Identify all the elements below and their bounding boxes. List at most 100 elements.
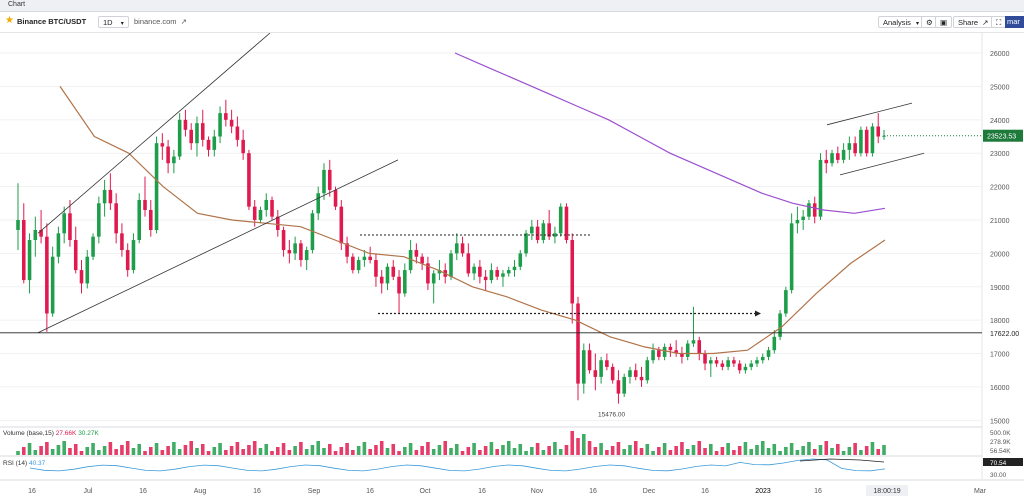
volume-bar xyxy=(864,446,869,455)
fullscreen-icon[interactable]: ⛶ xyxy=(991,16,1007,28)
volume-bar xyxy=(795,450,800,455)
volume-bar xyxy=(339,447,344,455)
volume-bar xyxy=(212,447,217,455)
volume-bar xyxy=(166,446,170,455)
candle-body xyxy=(807,203,811,217)
x-tick-label: Dec xyxy=(643,488,656,495)
volume-value-2: 30.27K xyxy=(78,430,99,437)
volume-bar xyxy=(39,446,43,455)
candle-body xyxy=(784,290,788,314)
volume-bar xyxy=(397,451,401,455)
chart-area[interactable]: 26000 25000 24000 23000 22000 21000 20000 19000… xyxy=(0,32,1024,501)
candle-body xyxy=(830,153,834,164)
candle-body xyxy=(56,233,61,257)
volume-bar xyxy=(697,441,702,455)
candle-body xyxy=(85,256,90,284)
volume-bar xyxy=(247,445,251,455)
candle-body xyxy=(281,230,286,251)
share-button[interactable]: Share ↗ xyxy=(953,16,994,28)
volume-bar xyxy=(241,449,245,455)
volume-bar xyxy=(287,450,292,455)
volume-bar xyxy=(778,451,782,455)
external-link-icon: ↗ xyxy=(982,18,989,27)
candle-body xyxy=(460,243,465,254)
candle-body xyxy=(720,363,725,367)
candle-body xyxy=(812,203,817,217)
candle-body xyxy=(755,360,759,364)
candle-body xyxy=(385,266,390,284)
volume-bar xyxy=(882,445,886,455)
volume-bar xyxy=(732,450,736,455)
candle-body xyxy=(293,243,297,254)
volume-bar xyxy=(56,445,61,455)
candle-body xyxy=(703,353,707,364)
candlestick-chart[interactable]: 26000 25000 24000 23000 22000 21000 20000 19000… xyxy=(0,32,1024,501)
volume-bar xyxy=(824,441,829,455)
candle-body xyxy=(374,260,378,277)
interval-button[interactable]: 1D ▾ xyxy=(98,16,129,28)
right-tab[interactable]: mar xyxy=(1005,16,1024,28)
volume-bar xyxy=(131,448,136,455)
candle-body xyxy=(327,169,332,190)
candle-body xyxy=(454,243,459,254)
volume-bar xyxy=(737,446,742,455)
volume-bar xyxy=(45,442,49,455)
candle-body xyxy=(224,113,228,120)
candle-body xyxy=(345,243,349,257)
candle-body xyxy=(218,113,222,137)
candle-body xyxy=(21,219,26,281)
dropdown-icon: ▾ xyxy=(120,21,124,27)
x-tick-label: Oct xyxy=(420,488,431,495)
volume-bar xyxy=(362,442,367,455)
candle-body xyxy=(50,256,55,314)
candle-body xyxy=(137,199,142,241)
candle-body xyxy=(160,143,165,147)
candle-body xyxy=(229,119,234,127)
candle-body xyxy=(362,256,367,261)
x-tick-label: Jul xyxy=(84,488,93,495)
y-tick-label: 22000 xyxy=(990,185,1010,192)
candle-body xyxy=(478,266,482,277)
volume-bar xyxy=(714,451,719,455)
volume-bar xyxy=(766,448,771,455)
candle-body xyxy=(27,240,32,281)
analysis-button[interactable]: Analysis ▾ xyxy=(878,16,925,28)
volume-bar xyxy=(229,446,234,455)
candle-body xyxy=(120,233,124,251)
candle-body xyxy=(714,360,719,364)
volume-bar xyxy=(351,450,355,455)
volume-bar xyxy=(489,442,494,455)
volume-bar xyxy=(853,443,857,455)
volume-bar xyxy=(16,451,20,455)
star-icon[interactable]: ★ xyxy=(5,15,14,26)
volume-bar xyxy=(622,449,626,455)
y-tick-label: 15000 xyxy=(990,418,1010,425)
volume-bar xyxy=(27,443,32,455)
volume-bar xyxy=(593,447,598,455)
volume-bar xyxy=(160,450,165,455)
candle-body xyxy=(16,219,20,230)
site-link[interactable]: binance.com ↗ xyxy=(134,16,187,28)
candle-body xyxy=(824,159,829,164)
candle-body xyxy=(524,233,528,254)
volume-bar xyxy=(449,448,453,455)
volume-bar xyxy=(252,441,257,455)
expand-icon[interactable]: ▣ xyxy=(935,16,953,28)
volume-bar xyxy=(651,451,655,455)
volume-bar xyxy=(668,450,673,455)
candle-body xyxy=(593,370,598,377)
candle-body xyxy=(628,370,632,377)
volume-bar xyxy=(437,445,442,455)
volume-bar xyxy=(749,449,754,455)
candle-body xyxy=(189,129,193,144)
volume-bar xyxy=(628,445,632,455)
candle-body xyxy=(564,206,569,241)
candle-body xyxy=(79,270,84,284)
symbol-label[interactable]: Binance BTC/USDT xyxy=(17,17,87,26)
volume-bar xyxy=(680,442,684,455)
candle-body xyxy=(697,340,702,354)
volume-bar xyxy=(379,441,384,455)
y-tick-label: 17000 xyxy=(990,352,1010,359)
candle-body xyxy=(125,250,130,271)
candle-body xyxy=(657,350,661,357)
